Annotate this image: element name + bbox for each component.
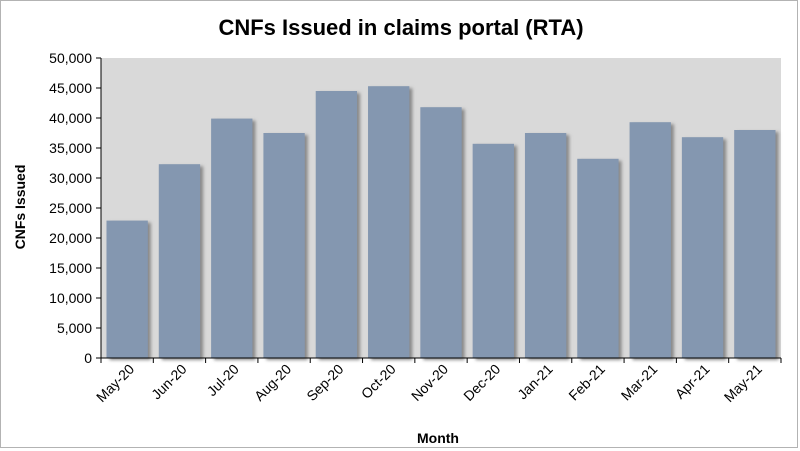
bar-oct-20 bbox=[368, 86, 410, 358]
y-tick-label: 45,000 bbox=[49, 80, 92, 96]
bar-jun-20 bbox=[158, 164, 201, 358]
y-tick-label: 35,000 bbox=[49, 140, 92, 156]
y-tick-label: 30,000 bbox=[49, 170, 92, 186]
bar-apr-21 bbox=[681, 137, 724, 358]
x-tick-label: Oct-20 bbox=[358, 361, 399, 402]
y-tick-label: 15,000 bbox=[49, 260, 92, 276]
bar-may-21 bbox=[734, 130, 776, 358]
bar-feb-21 bbox=[577, 158, 619, 358]
y-tick-label: 20,000 bbox=[49, 230, 92, 246]
x-tick-label: Jul-20 bbox=[204, 361, 242, 399]
y-tick-label: 40,000 bbox=[49, 110, 92, 126]
x-tick-label: May-21 bbox=[721, 361, 765, 405]
x-tick-label: Dec-20 bbox=[460, 361, 503, 404]
x-tick-label: Feb-21 bbox=[565, 361, 608, 404]
bars-group bbox=[106, 86, 776, 358]
bar-aug-20 bbox=[263, 133, 305, 358]
bar-nov-20 bbox=[420, 107, 462, 358]
bar-mar-21 bbox=[629, 122, 671, 358]
chart-title: CNFs Issued in claims portal (RTA) bbox=[218, 15, 584, 40]
y-axis-title: CNFs Issued bbox=[12, 165, 28, 250]
bar-sep-20 bbox=[315, 91, 358, 358]
bar-dec-20 bbox=[472, 143, 514, 358]
bar-jan-21 bbox=[524, 133, 567, 358]
y-tick-label: 0 bbox=[84, 350, 92, 366]
y-tick-label: 5,000 bbox=[57, 320, 92, 336]
bar-may-20 bbox=[106, 220, 148, 358]
y-tick-label: 25,000 bbox=[49, 200, 92, 216]
x-tick-label: Mar-21 bbox=[618, 361, 661, 404]
bar-jul-20 bbox=[211, 118, 253, 358]
y-tick-label: 10,000 bbox=[49, 290, 92, 306]
x-tick-label: Jun-20 bbox=[148, 361, 190, 403]
x-axis: May-20 Jun-20 Jul-20 Aug-20 Sep-20 Oct-20 Nov-… bbox=[93, 357, 782, 405]
x-tick-label: Nov-20 bbox=[408, 361, 451, 404]
y-tick-label: 50,000 bbox=[49, 50, 92, 66]
x-tick-label: Jan-21 bbox=[514, 361, 556, 403]
x-tick-label: Apr-21 bbox=[672, 361, 713, 402]
x-tick-label: May-20 bbox=[93, 361, 137, 405]
x-tick-label: Sep-20 bbox=[303, 361, 346, 404]
x-axis-title: Month bbox=[417, 430, 459, 446]
x-tick-label: Aug-20 bbox=[251, 361, 294, 404]
y-axis: 0 5,000 10,000 15,000 20,000 25,000 30,000 35,0… bbox=[49, 50, 102, 366]
